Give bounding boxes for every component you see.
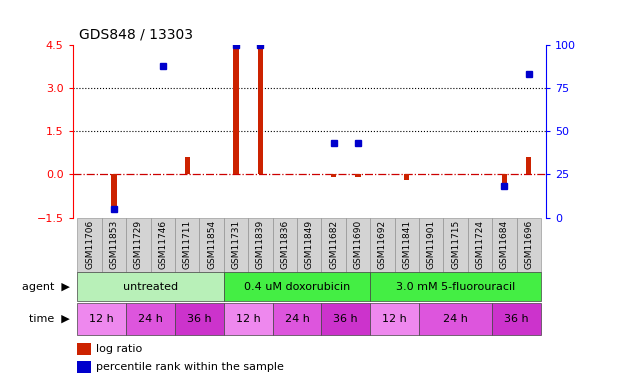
Bar (370, 217, 394, 272)
Bar (273, 217, 297, 272)
Bar (126, 303, 175, 335)
Text: 12 h: 12 h (382, 314, 407, 324)
Text: 24 h: 24 h (443, 314, 468, 324)
Text: GSM11839: GSM11839 (256, 220, 265, 269)
Bar (126, 217, 151, 272)
Bar (77, 361, 91, 373)
Text: 0.4 uM doxorubicin: 0.4 uM doxorubicin (244, 282, 350, 292)
Bar (77, 343, 91, 355)
Text: GSM11853: GSM11853 (110, 220, 119, 269)
Bar (224, 273, 370, 301)
Bar (444, 217, 468, 272)
Bar (78, 303, 126, 335)
Text: GSM11849: GSM11849 (305, 220, 314, 269)
Bar (224, 217, 248, 272)
Bar (468, 217, 492, 272)
Bar (370, 303, 419, 335)
Text: agent  ▶: agent ▶ (21, 282, 69, 292)
Bar (502, 174, 507, 190)
Text: 12 h: 12 h (236, 314, 261, 324)
Bar (224, 303, 273, 335)
Text: GSM11746: GSM11746 (158, 220, 167, 269)
Bar (321, 217, 346, 272)
Text: GSM11690: GSM11690 (353, 220, 362, 269)
Bar (78, 217, 102, 272)
Bar (492, 217, 517, 272)
Text: GSM11682: GSM11682 (329, 220, 338, 269)
Text: 36 h: 36 h (333, 314, 358, 324)
Bar (184, 157, 190, 174)
Bar (175, 303, 224, 335)
Text: GSM11901: GSM11901 (427, 220, 435, 269)
Bar (257, 50, 263, 174)
Text: 24 h: 24 h (138, 314, 163, 324)
Text: GDS848 / 13303: GDS848 / 13303 (79, 27, 193, 41)
Bar (355, 174, 361, 177)
Text: GSM11729: GSM11729 (134, 220, 143, 269)
Text: untreated: untreated (123, 282, 178, 292)
Text: percentile rank within the sample: percentile rank within the sample (96, 362, 284, 372)
Bar (151, 217, 175, 272)
Bar (248, 217, 273, 272)
Text: time  ▶: time ▶ (28, 314, 69, 324)
Text: 24 h: 24 h (285, 314, 309, 324)
Text: GSM11684: GSM11684 (500, 220, 509, 269)
Bar (394, 217, 419, 272)
Text: GSM11836: GSM11836 (280, 220, 289, 269)
Bar (78, 273, 224, 301)
Bar (111, 174, 117, 206)
Text: 36 h: 36 h (187, 314, 212, 324)
Text: 12 h: 12 h (90, 314, 114, 324)
Bar (419, 303, 492, 335)
Text: GSM11696: GSM11696 (524, 220, 533, 269)
Text: 3.0 mM 5-fluorouracil: 3.0 mM 5-fluorouracil (396, 282, 515, 292)
Text: 36 h: 36 h (504, 314, 529, 324)
Bar (233, 50, 239, 174)
Bar (199, 217, 224, 272)
Bar (175, 217, 199, 272)
Bar (297, 217, 321, 272)
Text: GSM11841: GSM11841 (403, 220, 411, 269)
Bar (346, 217, 370, 272)
Bar (517, 217, 541, 272)
Text: GSM11706: GSM11706 (85, 220, 94, 269)
Bar (492, 303, 541, 335)
Text: GSM11854: GSM11854 (207, 220, 216, 269)
Bar (331, 174, 336, 177)
Bar (404, 174, 410, 180)
Text: GSM11724: GSM11724 (475, 220, 485, 269)
Bar (102, 217, 126, 272)
Bar (526, 157, 531, 174)
Bar (370, 273, 541, 301)
Text: GSM11711: GSM11711 (183, 220, 192, 269)
Bar (419, 217, 444, 272)
Bar (321, 303, 370, 335)
Text: GSM11715: GSM11715 (451, 220, 460, 269)
Text: GSM11731: GSM11731 (232, 220, 240, 269)
Text: GSM11692: GSM11692 (378, 220, 387, 269)
Text: log ratio: log ratio (96, 344, 143, 354)
Bar (273, 303, 321, 335)
